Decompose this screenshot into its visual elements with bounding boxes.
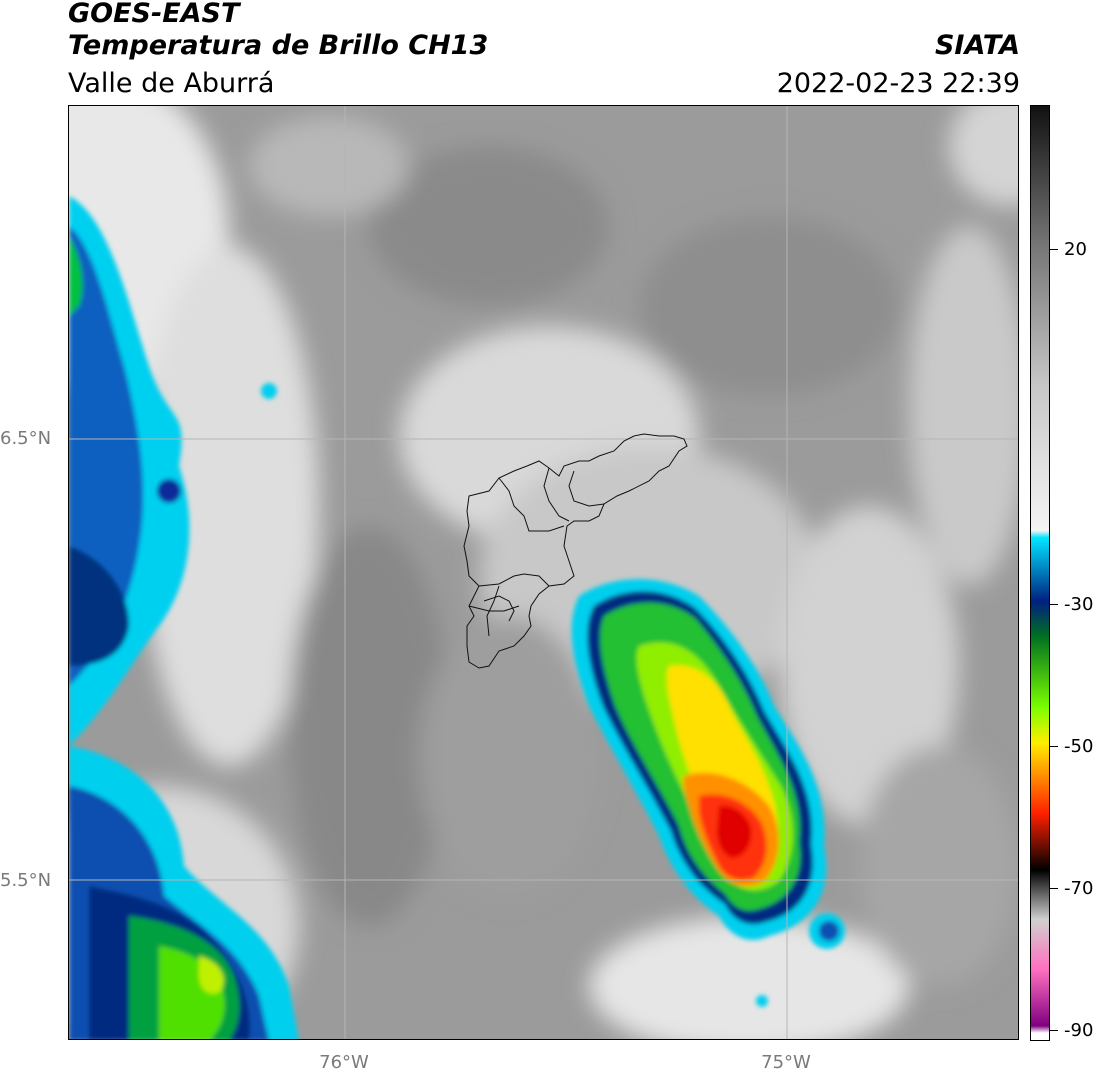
region-subtitle: Valle de Aburrá — [68, 68, 275, 99]
lon-label-76: 76°W — [319, 1052, 369, 1073]
lat-label-5-5: 5.5°N — [0, 870, 52, 891]
cloud-left-edge — [69, 196, 299, 1039]
lat-label-6-5: 6.5°N — [0, 428, 52, 449]
satellite-title: GOES-EAST — [68, 0, 240, 29]
colorbar-tick — [1050, 888, 1058, 889]
municipality-boundaries — [463, 433, 688, 669]
colorbar-tick — [1050, 249, 1058, 250]
colorbar-tick — [1050, 746, 1058, 747]
colorbar-label-minus30: -30 — [1064, 594, 1094, 615]
datetime-label: 2022-02-23 22:39 — [776, 68, 1020, 99]
colorbar-tick — [1050, 604, 1058, 605]
gridlines — [69, 106, 1018, 1039]
product-title: Temperatura de Brillo CH13 — [68, 30, 489, 61]
convective-cell — [571, 579, 845, 1007]
colorbar-label-minus90: -90 — [1064, 1020, 1094, 1041]
lon-label-75: 75°W — [761, 1052, 811, 1073]
colorbar-label-minus70: -70 — [1064, 878, 1094, 899]
colorbar-label-minus50: -50 — [1064, 736, 1094, 757]
organization-label: SIATA — [934, 30, 1020, 61]
colorbar-tick — [1050, 1030, 1058, 1031]
colorbar-label-20: 20 — [1064, 239, 1087, 260]
satellite-map[interactable] — [68, 105, 1019, 1040]
colorbar — [1030, 105, 1050, 1041]
